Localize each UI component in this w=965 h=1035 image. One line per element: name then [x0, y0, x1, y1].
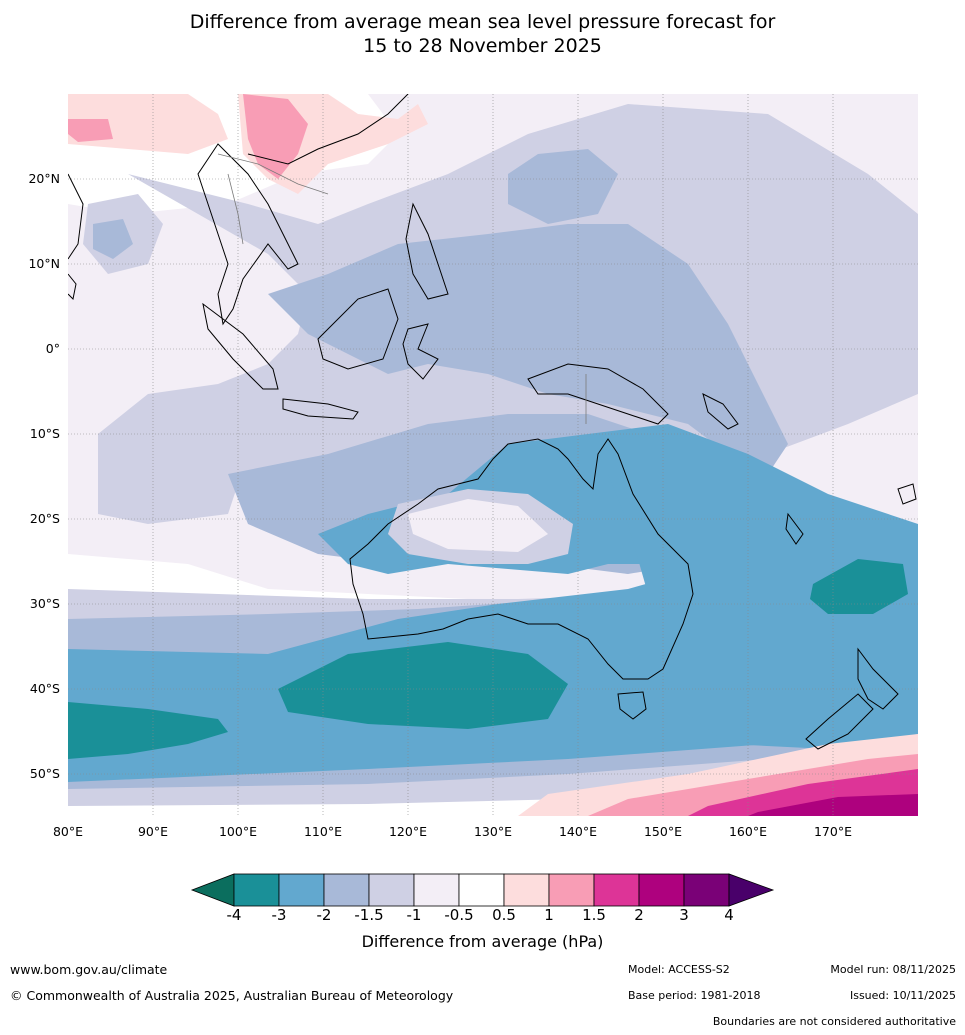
- coast-java: [282, 398, 359, 420]
- field-china-pos1: [243, 94, 308, 179]
- coast-philippines: [405, 202, 449, 300]
- colorbar-tick: 1.5: [582, 906, 606, 924]
- coast-china: [247, 94, 409, 165]
- coast-india: [68, 173, 84, 260]
- map-svg: [68, 94, 918, 816]
- colorbar-tick: 0.5: [492, 906, 516, 924]
- colorbar-arrow-low: [190, 873, 235, 907]
- field-tasman-neg4: [810, 559, 908, 614]
- field-southern-ocean-neg4: [278, 642, 568, 729]
- coast-sri-lanka: [68, 273, 77, 301]
- colorbar-swatch: [233, 873, 280, 907]
- field-inland-neg1: [408, 499, 548, 552]
- colorbar-swatch: [368, 873, 415, 907]
- colorbar-swatch: [413, 873, 460, 907]
- lon-label-120e: 120°E: [388, 824, 427, 839]
- base-period: Base period: 1981-2018: [628, 989, 761, 1002]
- colorbar-swatch: [323, 873, 370, 907]
- coast-australia: [349, 438, 694, 680]
- coast-vanuatu: [785, 512, 804, 545]
- lon-label-150e: 150°E: [643, 824, 682, 839]
- lon-label-90e: 90°E: [137, 824, 169, 839]
- colorbar-tick: -3: [271, 906, 287, 924]
- coast-nz-south: [805, 693, 874, 750]
- colorbar-tick: -2: [316, 906, 332, 924]
- lon-label-110e: 110°E: [303, 824, 342, 839]
- coast-new-guinea: [527, 363, 669, 425]
- border-myanmar-thailand: [227, 173, 244, 245]
- model-run-date: Model run: 08/11/2025: [830, 963, 956, 976]
- colorbar-arrow-high: [728, 873, 775, 907]
- colorbar-swatch: [593, 873, 640, 907]
- colorbar-tick: 2: [634, 906, 644, 924]
- field-philippine-sea-neg2: [508, 149, 618, 224]
- coast-borneo: [317, 288, 399, 370]
- title-line-2: 15 to 28 November 2025: [363, 35, 602, 57]
- colorbar-tick: 1: [544, 906, 554, 924]
- colorbar-label: Difference from average (hPa): [361, 932, 604, 951]
- map-title: Difference from average mean sea level p…: [0, 10, 965, 58]
- coast-solomon-islands: [702, 393, 739, 430]
- coastlines: [68, 94, 917, 750]
- colorbar-swatch: [683, 873, 730, 907]
- colorbar-tick: -1.5: [354, 906, 384, 924]
- colorbar-swatch: [638, 873, 685, 907]
- coast-fiji: [897, 483, 917, 505]
- colorbar-tick: 4: [724, 906, 734, 924]
- lat-label-20s: 20°S: [29, 511, 60, 526]
- lon-label-130e: 130°E: [473, 824, 512, 839]
- lat-label-40s: 40°S: [29, 681, 60, 696]
- title-line-1: Difference from average mean sea level p…: [189, 11, 776, 33]
- model-name: Model: ACCESS-S2: [628, 963, 730, 976]
- lat-label-10s: 10°S: [29, 426, 60, 441]
- coast-sumatra: [202, 302, 279, 390]
- coast-indochina: [197, 143, 299, 326]
- colorbar-swatch: [278, 873, 325, 907]
- border-china-indochina: [217, 153, 329, 195]
- coast-sulawesi: [402, 323, 439, 380]
- field-bay-of-bengal-neg2: [93, 219, 133, 259]
- lat-label-30s: 30°S: [29, 596, 60, 611]
- pressure-anomaly-map: [68, 94, 918, 816]
- lon-label-160e: 160°E: [728, 824, 767, 839]
- lat-label-0: 0°: [45, 341, 60, 356]
- coast-tasmania: [617, 691, 647, 720]
- lat-label-50s: 50°S: [29, 766, 60, 781]
- website-link[interactable]: www.bom.gov.au/climate: [10, 962, 168, 977]
- colorbar-tick: 3: [679, 906, 689, 924]
- colorbar-swatch: [548, 873, 595, 907]
- copyright-text: © Commonwealth of Australia 2025, Austra…: [10, 988, 454, 1003]
- colorbar-tick: -1: [406, 906, 422, 924]
- lat-label-10n: 10°N: [28, 256, 60, 271]
- field-tasman-neg3: [588, 424, 918, 749]
- lat-label-20n: 20°N: [28, 171, 60, 186]
- coast-nz-north: [857, 647, 899, 710]
- field-west-neg4: [68, 702, 228, 759]
- colorbar-swatch: [458, 873, 505, 907]
- issued-date: Issued: 10/11/2025: [849, 989, 956, 1002]
- field-india-pos1: [68, 119, 113, 142]
- lon-label-170e: 170°E: [813, 824, 852, 839]
- borders: [217, 153, 587, 424]
- lon-label-100e: 100°E: [218, 824, 257, 839]
- colorbar-svg: [190, 873, 775, 907]
- boundaries-disclaimer: Boundaries are not considered authoritat…: [712, 1015, 956, 1028]
- lon-label-140e: 140°E: [558, 824, 597, 839]
- field-tropical-neg2: [268, 224, 788, 474]
- colorbar-swatch: [503, 873, 550, 907]
- colorbar: [190, 872, 775, 908]
- colorbar-tick: -0.5: [444, 906, 474, 924]
- colorbar-tick: -4: [226, 906, 242, 924]
- lon-label-80e: 80°E: [52, 824, 84, 839]
